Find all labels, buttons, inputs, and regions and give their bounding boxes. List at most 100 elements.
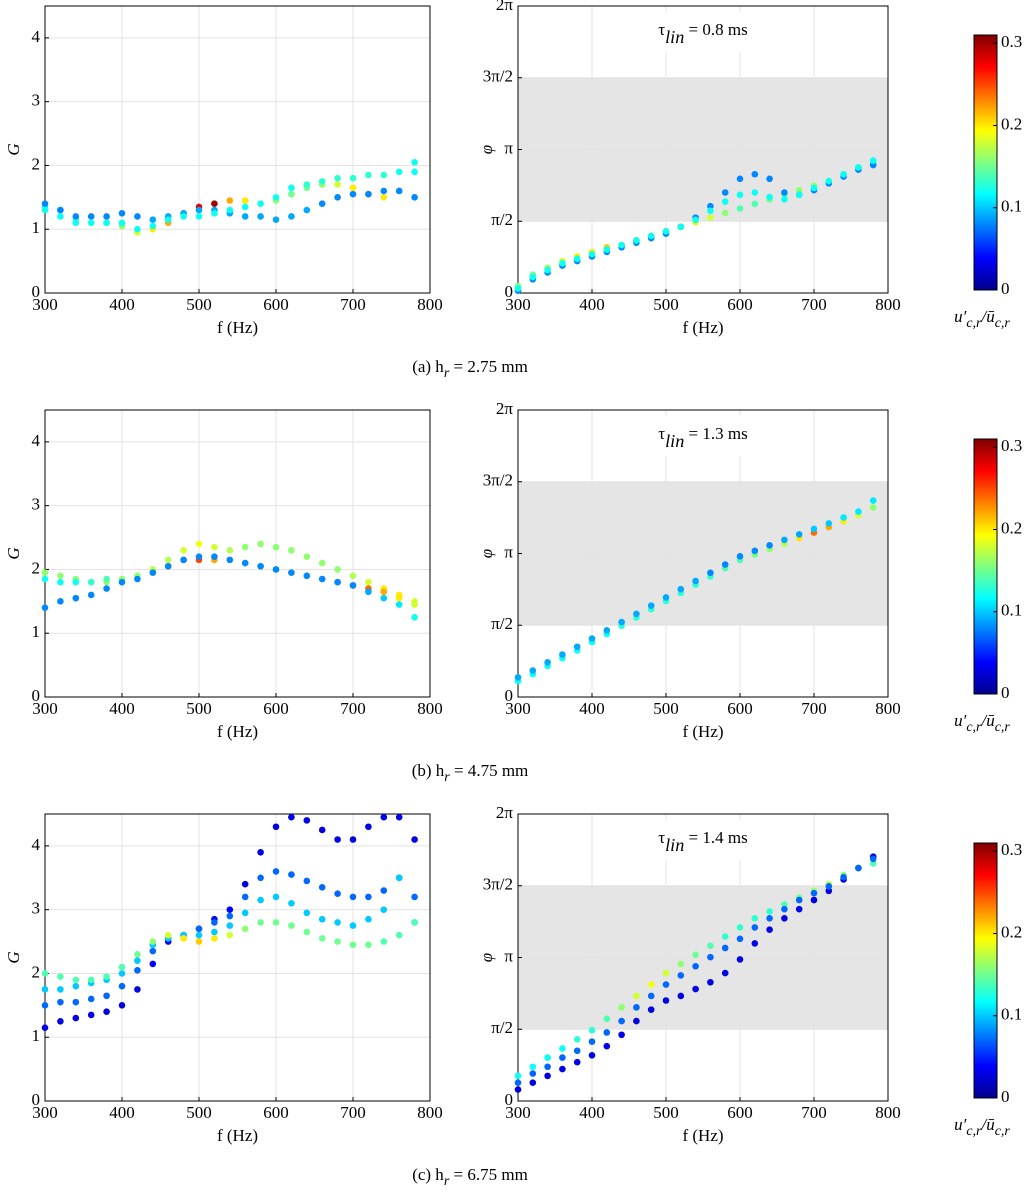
x-tick-label: 600 <box>263 295 289 314</box>
data-point <box>395 168 403 176</box>
data-point <box>41 986 49 993</box>
colorbar-label-part: u′ <box>954 307 967 326</box>
data-point <box>365 578 372 586</box>
data-point <box>544 266 551 274</box>
data-point <box>647 602 655 609</box>
y-axis-label: G <box>4 547 23 559</box>
data-point <box>72 594 80 602</box>
data-point <box>164 931 172 939</box>
data-point <box>72 219 80 227</box>
data-point <box>662 981 670 988</box>
plot-area <box>45 814 430 1101</box>
data-point <box>272 194 280 201</box>
data-point <box>288 184 295 192</box>
data-point <box>288 922 295 929</box>
data-point <box>288 813 295 821</box>
data-point <box>721 209 729 217</box>
data-point <box>662 969 670 977</box>
data-point <box>180 935 187 942</box>
data-point <box>365 190 372 198</box>
data-point <box>318 575 326 583</box>
data-point <box>544 658 551 666</box>
colorbar-tick-label: 0 <box>1001 1087 1010 1106</box>
x-axis-label: f (Hz) <box>682 722 723 741</box>
data-point <box>149 216 157 223</box>
data-point <box>514 1072 522 1080</box>
x-tick-label: 600 <box>727 1103 753 1122</box>
data-point <box>365 823 372 831</box>
data-point <box>692 951 699 959</box>
y-tick-label: π/2 <box>491 1018 513 1037</box>
data-point <box>795 905 803 913</box>
colorbar-label-sub: c,r <box>966 720 982 735</box>
data-point <box>781 189 788 196</box>
data-point <box>751 914 759 922</box>
data-point <box>380 594 388 602</box>
data-point <box>751 547 759 555</box>
data-point <box>303 928 311 936</box>
data-point <box>766 193 773 201</box>
y-tick-label: π <box>504 542 513 561</box>
data-point <box>41 970 49 977</box>
x-tick-label: 300 <box>32 699 58 718</box>
y-tick-label: 0 <box>32 282 41 301</box>
data-point <box>272 566 280 573</box>
colorbar-tick-label: 0.1 <box>1001 601 1022 620</box>
data-point <box>573 1047 581 1055</box>
annotation-sub: lin <box>665 431 684 451</box>
data-point <box>226 197 234 204</box>
data-point <box>633 237 640 244</box>
data-point <box>529 1079 537 1087</box>
data-point <box>57 598 64 605</box>
x-tick-label: 500 <box>186 699 212 718</box>
data-point <box>226 906 234 913</box>
data-point <box>380 813 388 821</box>
x-tick-label: 400 <box>579 699 605 718</box>
data-point <box>544 1072 551 1080</box>
caption: (b) hr = 4.75 mm <box>412 761 529 785</box>
data-point <box>211 919 218 926</box>
y-tick-label: 3 <box>32 899 41 918</box>
x-tick-label: 800 <box>875 699 901 718</box>
y-tick-label: 2π <box>496 399 514 418</box>
data-point <box>303 877 311 885</box>
data-point <box>226 556 234 564</box>
data-point <box>411 836 418 843</box>
data-point <box>103 575 110 583</box>
data-point <box>149 569 157 576</box>
axes-frame <box>44 409 431 698</box>
data-point <box>226 547 234 554</box>
data-point <box>288 190 295 198</box>
annotation-box <box>623 12 783 52</box>
y-tick-label: 3π/2 <box>483 67 513 86</box>
data-point <box>840 873 847 881</box>
data-point <box>211 200 218 208</box>
data-point <box>57 986 64 993</box>
data-point <box>226 922 234 929</box>
y-axis-label: φ <box>477 145 496 154</box>
caption-sub: r <box>444 1174 450 1189</box>
data-point <box>41 206 49 214</box>
data-point <box>57 1017 64 1025</box>
data-point <box>118 1002 126 1009</box>
colorbar-label-part: u′ <box>954 711 967 730</box>
data-point <box>411 601 418 608</box>
data-point <box>692 216 699 224</box>
x-tick-label: 800 <box>417 295 443 314</box>
colorbar-label-sub: c,r <box>966 316 982 331</box>
colorbar <box>973 34 998 291</box>
annotation-box <box>623 820 783 860</box>
data-point <box>707 207 714 215</box>
x-tick-label: 700 <box>801 699 827 718</box>
caption-part: (a) h <box>412 357 444 376</box>
data-point <box>395 931 403 939</box>
data-point <box>855 164 862 171</box>
data-point <box>810 889 818 897</box>
data-point <box>87 591 95 599</box>
data-point <box>781 196 788 203</box>
data-point <box>395 594 403 602</box>
data-point <box>288 569 295 576</box>
data-point <box>72 982 80 990</box>
y-tick-label: 2π <box>496 803 514 822</box>
data-point <box>211 935 218 942</box>
